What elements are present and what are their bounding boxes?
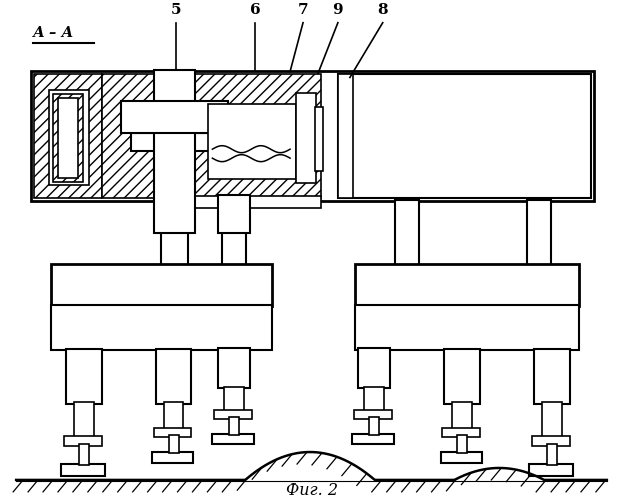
Bar [34,74,102,198]
Bar [154,70,196,233]
Bar [354,410,392,419]
Bar [338,74,591,198]
Bar [194,74,321,198]
Bar [79,444,89,465]
Text: 8: 8 [378,2,388,16]
Bar [527,200,551,268]
Bar [355,264,579,306]
Bar [51,304,272,350]
Bar [224,388,244,412]
Bar [532,436,570,446]
Bar [457,435,467,453]
Text: Фиг. 2: Фиг. 2 [286,482,338,499]
Bar [218,348,250,389]
Bar [229,417,239,435]
Bar [440,452,482,463]
Bar [102,74,156,198]
Bar [74,402,94,438]
Bar [355,304,579,350]
Bar [315,108,323,171]
Bar [169,435,179,453]
Bar [452,402,472,430]
Text: 9: 9 [333,2,343,16]
Bar [156,350,191,404]
Bar [547,444,557,465]
Bar [209,104,296,179]
Bar [369,417,379,435]
Bar [529,464,573,476]
Text: 6: 6 [250,2,260,16]
Bar [53,94,83,182]
Bar [151,452,194,463]
Text: А – А: А – А [33,26,74,40]
Bar [542,402,562,438]
Bar [49,90,89,185]
Bar [194,196,321,208]
Bar [66,350,102,404]
Text: 7: 7 [298,2,308,16]
Bar [534,350,570,404]
Text: 5: 5 [170,2,181,16]
Bar [51,264,272,306]
Bar [442,428,480,437]
Bar [395,200,419,268]
Bar [58,98,78,178]
Bar [131,134,218,151]
Bar [358,348,390,389]
Bar [154,428,191,437]
Bar [121,102,228,134]
Bar [222,201,246,268]
Bar [64,436,102,446]
Bar [296,94,316,183]
Bar [61,464,105,476]
Bar [212,434,254,444]
Bar [164,402,184,430]
Bar [161,198,189,266]
Bar [31,72,594,201]
Bar [214,410,252,419]
Bar [444,350,480,404]
Bar [352,434,394,444]
Bar [338,74,353,198]
Bar [364,388,384,412]
Bar [218,195,250,233]
